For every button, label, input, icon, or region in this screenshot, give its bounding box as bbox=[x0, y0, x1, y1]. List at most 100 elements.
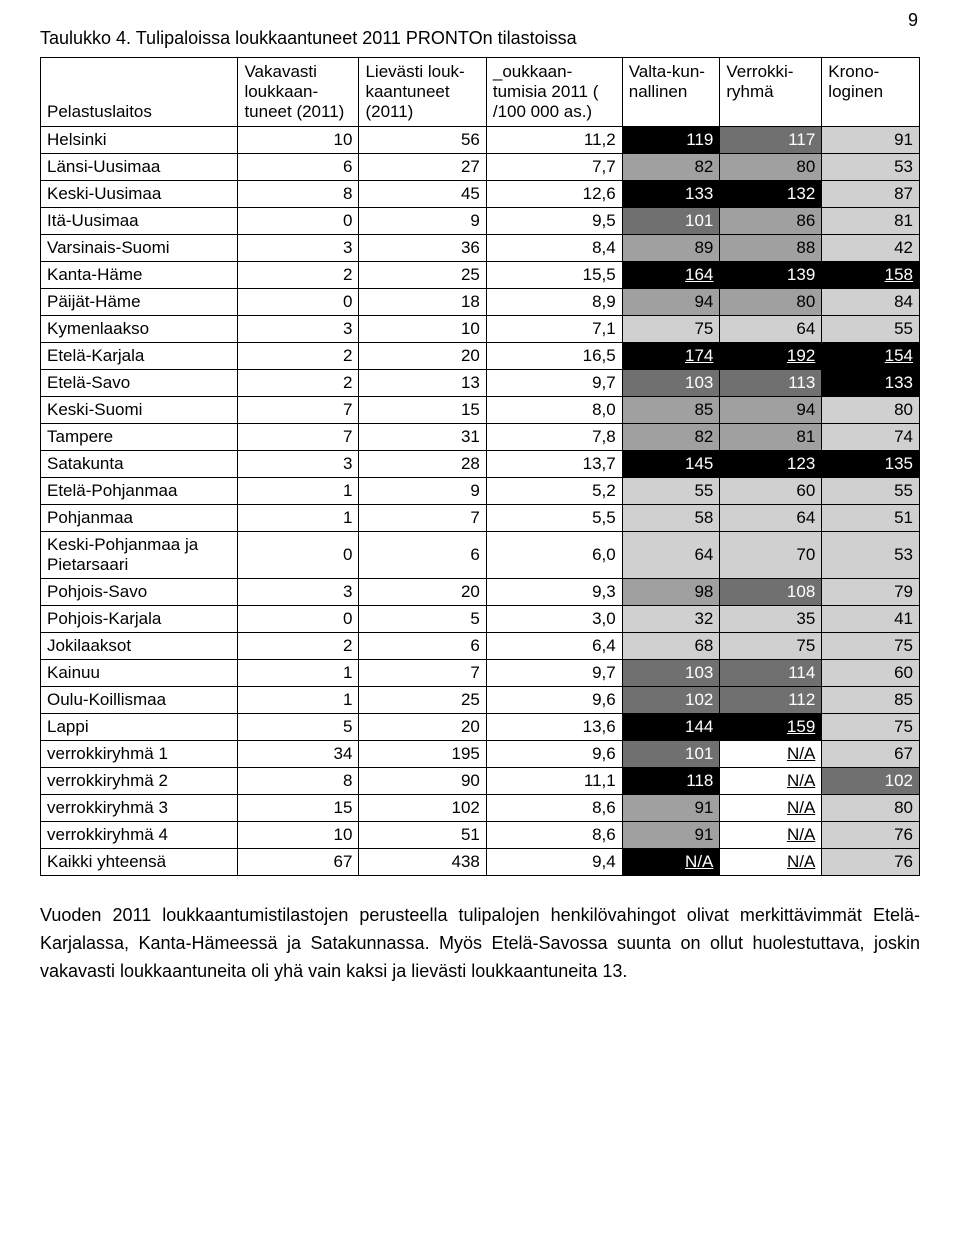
cell: 55 bbox=[822, 478, 920, 505]
cell: N/A bbox=[720, 768, 822, 795]
cell: 53 bbox=[822, 154, 920, 181]
cell: 9,4 bbox=[486, 849, 622, 876]
cell: 80 bbox=[822, 795, 920, 822]
cell: 7 bbox=[359, 505, 486, 532]
cell: 2 bbox=[238, 370, 359, 397]
cell: 64 bbox=[720, 316, 822, 343]
cell: 67 bbox=[822, 741, 920, 768]
row-label: Pohjanmaa bbox=[41, 505, 238, 532]
cell: 1 bbox=[238, 660, 359, 687]
cell: 80 bbox=[822, 397, 920, 424]
cell: 76 bbox=[822, 849, 920, 876]
cell: 8,9 bbox=[486, 289, 622, 316]
table-row: Pohjois-Karjala053,0323541 bbox=[41, 606, 920, 633]
cell: 1 bbox=[238, 478, 359, 505]
cell: 438 bbox=[359, 849, 486, 876]
cell: 8 bbox=[238, 181, 359, 208]
cell: 144 bbox=[622, 714, 720, 741]
cell: 5,2 bbox=[486, 478, 622, 505]
table-row: Oulu-Koillismaa1259,610211285 bbox=[41, 687, 920, 714]
cell: 3 bbox=[238, 235, 359, 262]
table-row: verrokkiryhmä 3151028,691N/A80 bbox=[41, 795, 920, 822]
cell: 118 bbox=[622, 768, 720, 795]
cell: 114 bbox=[720, 660, 822, 687]
cell: 8,6 bbox=[486, 822, 622, 849]
cell: 28 bbox=[359, 451, 486, 478]
cell: 6,0 bbox=[486, 532, 622, 579]
cell: 2 bbox=[238, 633, 359, 660]
cell: 117 bbox=[720, 127, 822, 154]
cell: 8,6 bbox=[486, 795, 622, 822]
table-row: Päijät-Häme0188,9948084 bbox=[41, 289, 920, 316]
cell: 20 bbox=[359, 579, 486, 606]
cell: 7 bbox=[359, 660, 486, 687]
cell: 108 bbox=[720, 579, 822, 606]
cell: 81 bbox=[822, 208, 920, 235]
body-paragraph: Vuoden 2011 loukkaantumistilastojen peru… bbox=[40, 902, 920, 986]
cell: 7,8 bbox=[486, 424, 622, 451]
cell: 75 bbox=[720, 633, 822, 660]
cell: 87 bbox=[822, 181, 920, 208]
row-label: Kymenlaakso bbox=[41, 316, 238, 343]
cell: 32 bbox=[622, 606, 720, 633]
cell: 1 bbox=[238, 687, 359, 714]
cell: 9,5 bbox=[486, 208, 622, 235]
cell: 34 bbox=[238, 741, 359, 768]
cell: 12,6 bbox=[486, 181, 622, 208]
data-table: Pelastuslaitos Vakavasti loukkaan-tuneet… bbox=[40, 57, 920, 876]
cell: 3 bbox=[238, 579, 359, 606]
table-row: Jokilaaksot266,4687575 bbox=[41, 633, 920, 660]
cell: 102 bbox=[822, 768, 920, 795]
cell: 3 bbox=[238, 316, 359, 343]
cell: 94 bbox=[622, 289, 720, 316]
cell: 58 bbox=[622, 505, 720, 532]
cell: 2 bbox=[238, 343, 359, 370]
row-label: Kainuu bbox=[41, 660, 238, 687]
col-header: Valta-kun-nallinen bbox=[622, 58, 720, 127]
cell: 1 bbox=[238, 505, 359, 532]
cell: 139 bbox=[720, 262, 822, 289]
cell: 145 bbox=[622, 451, 720, 478]
cell: 2 bbox=[238, 262, 359, 289]
col-header: Krono-loginen bbox=[822, 58, 920, 127]
table-row: Pohjanmaa175,5586451 bbox=[41, 505, 920, 532]
cell: 20 bbox=[359, 343, 486, 370]
cell: 88 bbox=[720, 235, 822, 262]
cell: 5 bbox=[238, 714, 359, 741]
cell: 7,7 bbox=[486, 154, 622, 181]
cell: 15 bbox=[359, 397, 486, 424]
cell: 7 bbox=[238, 397, 359, 424]
table-row: Etelä-Pohjanmaa195,2556055 bbox=[41, 478, 920, 505]
cell: 81 bbox=[720, 424, 822, 451]
cell: 13,7 bbox=[486, 451, 622, 478]
cell: 10 bbox=[238, 822, 359, 849]
cell: 42 bbox=[822, 235, 920, 262]
cell: 80 bbox=[720, 154, 822, 181]
cell: 10 bbox=[238, 127, 359, 154]
cell: 55 bbox=[622, 478, 720, 505]
cell: 132 bbox=[720, 181, 822, 208]
cell: 85 bbox=[822, 687, 920, 714]
row-label: Jokilaaksot bbox=[41, 633, 238, 660]
row-label: Keski-Uusimaa bbox=[41, 181, 238, 208]
cell: 51 bbox=[822, 505, 920, 532]
cell: 86 bbox=[720, 208, 822, 235]
cell: 195 bbox=[359, 741, 486, 768]
cell: 11,1 bbox=[486, 768, 622, 795]
cell: 94 bbox=[720, 397, 822, 424]
cell: 25 bbox=[359, 687, 486, 714]
cell: 6,4 bbox=[486, 633, 622, 660]
cell: 9,6 bbox=[486, 741, 622, 768]
table-row: Itä-Uusimaa099,51018681 bbox=[41, 208, 920, 235]
col-header: Lievästi louk-kaantuneet (2011) bbox=[359, 58, 486, 127]
cell: 9 bbox=[359, 208, 486, 235]
col-header: Pelastuslaitos bbox=[41, 58, 238, 127]
cell: 80 bbox=[720, 289, 822, 316]
cell: 82 bbox=[622, 424, 720, 451]
cell: 91 bbox=[622, 822, 720, 849]
cell: 0 bbox=[238, 289, 359, 316]
cell: 5,5 bbox=[486, 505, 622, 532]
cell: 51 bbox=[359, 822, 486, 849]
cell: 103 bbox=[622, 370, 720, 397]
cell: 135 bbox=[822, 451, 920, 478]
